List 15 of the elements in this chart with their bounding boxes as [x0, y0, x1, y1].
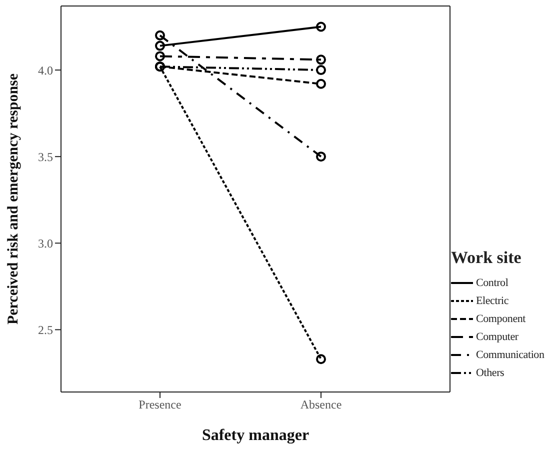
legend-label: Others: [476, 367, 504, 379]
y-tick-label: 4.0: [38, 63, 53, 78]
legend-label: Component: [476, 313, 526, 325]
x-axis-title: Safety manager: [202, 427, 310, 444]
legend-label: Electric: [476, 295, 509, 307]
legend-title: Work site: [451, 248, 522, 268]
legend-label: Control: [476, 277, 508, 289]
y-tick-label: 3.0: [38, 236, 53, 250]
x-tick-label: Presence: [138, 398, 182, 412]
legend-label: Communication: [476, 349, 544, 361]
x-tick-label: Absence: [300, 398, 342, 412]
y-tick-label: 3.5: [38, 150, 53, 164]
y-axis-title: Perceived risk and emergency response: [5, 73, 22, 325]
y-tick-label: 2.5: [38, 322, 53, 337]
legend-label: Computer: [476, 331, 518, 343]
